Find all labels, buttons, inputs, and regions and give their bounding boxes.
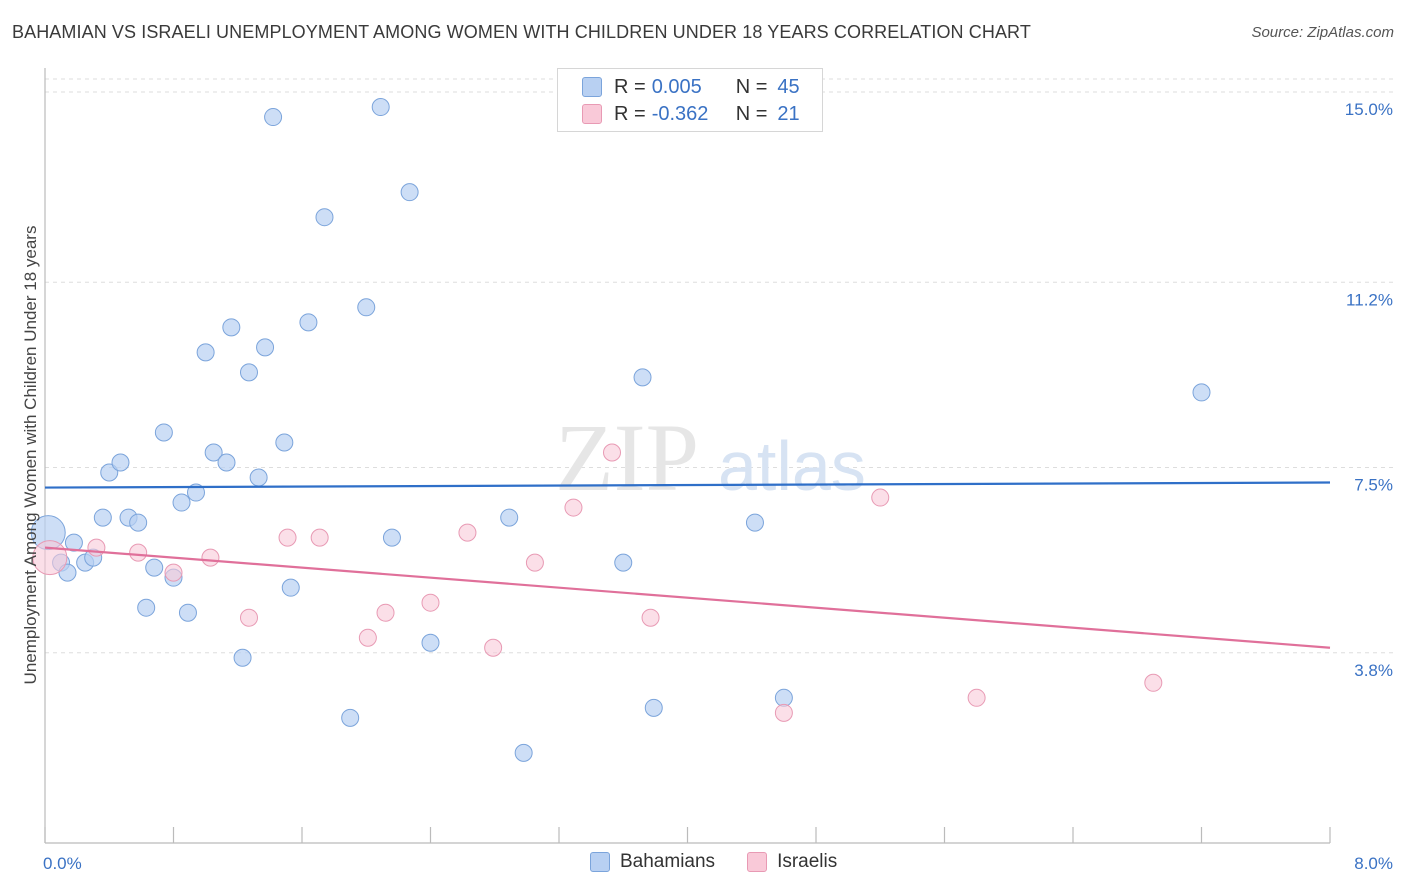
legend-r-value: -0.362 [651, 102, 709, 125]
legend-item-bahamians: Bahamians [590, 851, 715, 873]
israeli-point [358, 628, 377, 647]
israeli-point [1144, 673, 1163, 692]
bahamian-point [644, 698, 663, 717]
y-tick-label: 7.5% [1354, 476, 1393, 495]
legend-n-value: 21 [777, 102, 800, 125]
watermark: ZIP atlas [555, 404, 866, 511]
israeli-point [239, 608, 258, 627]
bahamian-point [275, 433, 294, 452]
bahamian-point [357, 298, 376, 317]
source-label: Source: ZipAtlas.com [1251, 24, 1394, 41]
correlation-legend: R = 0.005 N = 45 R = -0.362 N = 21 [557, 68, 823, 132]
bahamian-point [129, 513, 148, 532]
axes [44, 68, 1331, 844]
bahamian-point [111, 453, 130, 472]
bahamian-point [93, 508, 112, 527]
bahamian-point [178, 603, 197, 622]
bahamian-point [633, 368, 652, 387]
bahamian-point [196, 343, 215, 362]
bahamian-point [217, 453, 236, 472]
israeli-point [129, 543, 148, 562]
y-tick-label: 15.0% [1345, 100, 1393, 119]
israeli-point [376, 603, 395, 622]
bahamian-point [222, 318, 241, 337]
watermark-atlas: atlas [718, 427, 866, 505]
legend-row-israelis: R = -0.362 N = 21 [582, 100, 800, 128]
bahamian-point [239, 363, 258, 382]
legend-n-label: N = [735, 75, 768, 98]
israeli-point [87, 538, 106, 557]
legend-r-label: R = [614, 102, 646, 125]
bahamian-point [137, 598, 156, 617]
y-tick-label: 11.2% [1346, 290, 1393, 309]
x-tick-label: 8.0% [1354, 854, 1393, 873]
israeli-point [603, 443, 622, 462]
legend-swatch-blue [590, 852, 610, 872]
y-axis-label: Unemployment Among Women with Children U… [21, 226, 40, 685]
israeli-trend-line [44, 546, 1331, 649]
chart-title: BAHAMIAN VS ISRAELI UNEMPLOYMENT AMONG W… [12, 22, 1031, 42]
bahamian-point [256, 338, 275, 357]
bahamian-point [299, 313, 318, 332]
bahamian-point [614, 553, 633, 572]
bahamian-trend-line [44, 481, 1331, 489]
legend-label-bahamians: Bahamians [620, 851, 716, 872]
bahamian-point [774, 688, 793, 707]
bahamian-point [145, 558, 164, 577]
israeli-point [421, 593, 440, 612]
israeli-point [564, 498, 583, 517]
israeli-point [525, 553, 544, 572]
bahamian-point [1192, 383, 1211, 402]
bahamian-point [264, 108, 283, 127]
bahamian-point [64, 533, 83, 552]
x-tick-label: 0.0% [43, 854, 82, 873]
bahamian-point [745, 513, 764, 532]
legend-row-bahamians: R = 0.005 N = 45 [582, 73, 800, 101]
legend-r-value: 0.005 [651, 75, 702, 98]
bahamian-point [382, 528, 401, 547]
data-points [30, 98, 1211, 762]
bahamian-point [100, 463, 119, 482]
israeli-point [310, 528, 329, 547]
legend-swatch-blue [582, 77, 602, 97]
bahamian-point [249, 468, 268, 487]
bahamian-point [186, 483, 205, 502]
legend-label-israelis: Israelis [777, 851, 838, 872]
legend-swatch-pink [747, 852, 768, 872]
bahamian-point [281, 578, 300, 597]
bahamian-point [233, 648, 252, 667]
israeli-point [967, 688, 986, 707]
bahamian-point [315, 208, 334, 227]
israeli-point [641, 608, 660, 627]
israeli-point [278, 528, 297, 547]
bahamian-point [421, 633, 440, 652]
watermark-zip: ZIP [555, 404, 699, 511]
bahamian-point [204, 443, 223, 462]
israeli-point [774, 703, 793, 722]
bahamian-point [400, 183, 419, 202]
bahamian-point [500, 508, 519, 527]
legend-r-label: R = [614, 75, 646, 98]
bahamian-point [172, 493, 191, 512]
bahamian-point [154, 423, 173, 442]
israeli-point [484, 638, 503, 657]
israeli-point [201, 548, 220, 567]
bahamian-point [514, 743, 533, 762]
trend-lines [44, 481, 1331, 649]
series-legend: Bahamians Israelis [590, 851, 869, 873]
israeli-point [164, 563, 183, 582]
y-tick-label: 3.8% [1354, 661, 1393, 680]
israeli-point [458, 523, 477, 542]
legend-swatch-pink [582, 104, 602, 124]
bahamian-point [371, 98, 390, 117]
tick-labels: 3.8% 7.5% 11.2% 15.0% 0.0% 8.0% [43, 100, 1393, 873]
legend-n-value: 45 [777, 75, 800, 98]
legend-item-israelis: Israelis [747, 851, 837, 873]
israeli-point [871, 488, 890, 507]
legend-n-label: N = [735, 102, 768, 125]
bahamian-point [341, 708, 360, 727]
